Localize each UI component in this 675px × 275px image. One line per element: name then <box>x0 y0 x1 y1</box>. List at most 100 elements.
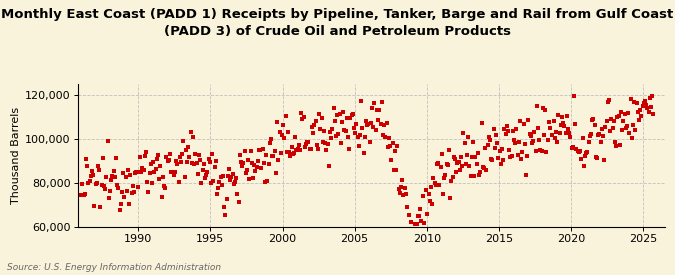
Point <box>351 122 362 126</box>
Point <box>105 189 115 193</box>
Point <box>207 152 217 156</box>
Point <box>612 114 623 119</box>
Point <box>153 153 163 158</box>
Point <box>508 128 518 133</box>
Point <box>99 184 109 189</box>
Point <box>309 123 320 128</box>
Point <box>254 148 265 152</box>
Point <box>551 130 562 134</box>
Point <box>510 141 520 145</box>
Point <box>174 155 185 159</box>
Point <box>460 162 471 166</box>
Point <box>180 148 191 153</box>
Point <box>234 199 244 204</box>
Point <box>262 178 273 183</box>
Point <box>291 148 302 152</box>
Point <box>354 144 364 148</box>
Point <box>518 122 529 126</box>
Point <box>437 191 448 196</box>
Point <box>383 136 394 140</box>
Point <box>577 135 588 140</box>
Point <box>631 101 642 105</box>
Point <box>151 157 162 161</box>
Point <box>554 131 565 136</box>
Point <box>277 123 288 127</box>
Point <box>124 202 134 207</box>
Point <box>132 185 143 190</box>
Point <box>159 184 169 188</box>
Point <box>165 151 176 156</box>
Point <box>112 183 123 188</box>
Point <box>259 161 269 165</box>
Point <box>118 171 129 176</box>
Point <box>458 131 469 135</box>
Point <box>92 164 103 169</box>
Point <box>237 164 248 168</box>
Point <box>94 168 105 173</box>
Point <box>497 147 508 151</box>
Point <box>95 205 106 209</box>
Point <box>505 155 516 160</box>
Point <box>145 162 156 166</box>
Point <box>274 130 285 134</box>
Point <box>557 115 568 119</box>
Point <box>531 149 541 153</box>
Point <box>529 130 540 134</box>
Point <box>365 120 376 125</box>
Point <box>492 141 503 145</box>
Point <box>363 122 374 126</box>
Point <box>213 186 223 191</box>
Point <box>140 154 151 158</box>
Point <box>375 122 386 126</box>
Point <box>441 161 452 166</box>
Point <box>219 205 230 210</box>
Point <box>582 150 593 154</box>
Point <box>488 126 499 131</box>
Point <box>426 184 437 189</box>
Point <box>602 100 613 104</box>
Point <box>157 195 167 200</box>
Point <box>209 165 220 170</box>
Point <box>163 157 174 162</box>
Point <box>96 183 107 187</box>
Point <box>386 158 397 163</box>
Text: Monthly East Coast (PADD 1) Receipts by Pipeline, Tanker, Barge and Rail from Gu: Monthly East Coast (PADD 1) Receipts by … <box>1 8 674 38</box>
Point <box>485 138 495 142</box>
Point <box>339 128 350 132</box>
Point <box>587 117 597 122</box>
Point <box>292 147 303 151</box>
Point <box>226 175 237 180</box>
Point <box>431 162 442 166</box>
Point <box>252 159 263 163</box>
Point <box>126 191 137 195</box>
Point <box>144 170 155 175</box>
Point <box>208 179 219 183</box>
Point <box>154 176 165 181</box>
Point <box>546 76 557 80</box>
Point <box>404 213 414 217</box>
Point <box>465 174 476 178</box>
Point <box>489 146 500 150</box>
Point <box>433 161 443 166</box>
Point <box>626 136 637 141</box>
Point <box>358 151 369 155</box>
Point <box>429 180 440 185</box>
Point <box>486 156 497 161</box>
Point <box>502 123 512 128</box>
Point <box>552 140 563 145</box>
Point <box>410 222 421 226</box>
Point <box>206 181 217 185</box>
Point <box>271 171 281 175</box>
Point <box>403 242 414 247</box>
Point <box>91 181 102 185</box>
Point <box>368 125 379 129</box>
Point <box>504 148 514 153</box>
Point <box>284 150 294 154</box>
Point <box>129 190 140 194</box>
Point <box>411 222 422 226</box>
Point <box>215 175 226 179</box>
Point <box>442 163 453 167</box>
Point <box>211 159 221 163</box>
Point <box>256 166 267 170</box>
Point <box>499 126 510 131</box>
